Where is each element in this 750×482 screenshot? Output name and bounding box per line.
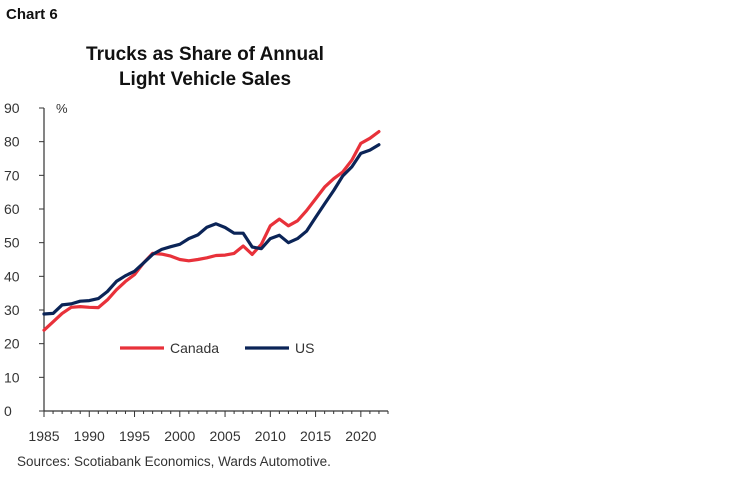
source-note: Sources: Scotiabank Economics, Wards Aut… xyxy=(17,454,331,469)
x-tick-label: 2010 xyxy=(255,428,286,444)
x-tick-label: 2015 xyxy=(300,428,331,444)
y-axis-unit-label: % xyxy=(56,101,68,116)
series-line-canada xyxy=(42,130,381,332)
y-tick-label: 30 xyxy=(4,302,20,318)
x-tick-label: 2005 xyxy=(209,428,240,444)
legend-label-us: US xyxy=(295,340,314,356)
y-tick-label: 0 xyxy=(4,403,12,419)
y-tick-label: 50 xyxy=(4,235,20,251)
chart-number: Chart 6 xyxy=(6,6,58,23)
chart-title-line-2: Light Vehicle Sales xyxy=(118,69,292,90)
y-tick-label: 20 xyxy=(4,336,20,352)
x-tick-label: 2000 xyxy=(164,428,195,444)
y-tick-label: 70 xyxy=(4,167,20,183)
series-line-us xyxy=(42,143,381,316)
x-tick-label: 1985 xyxy=(28,428,59,444)
x-tick-label: 2020 xyxy=(345,428,376,444)
x-tick-label: 1990 xyxy=(74,428,105,444)
chart-title-line-1: Trucks as Share of Annual xyxy=(86,44,324,65)
legend-label-canada: Canada xyxy=(170,340,219,356)
y-tick-label: 90 xyxy=(4,100,20,116)
y-tick-label: 60 xyxy=(4,201,20,217)
x-tick-label: 1995 xyxy=(119,428,150,444)
y-tick-label: 40 xyxy=(4,268,20,284)
y-tick-label: 10 xyxy=(4,369,20,385)
y-tick-label: 80 xyxy=(4,134,20,150)
